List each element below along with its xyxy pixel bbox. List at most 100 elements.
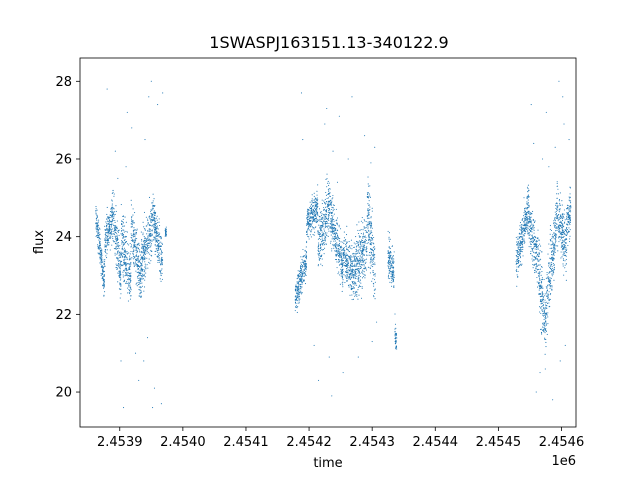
data-point [161, 268, 163, 270]
data-point [368, 185, 370, 187]
data-point [355, 294, 357, 296]
data-point [363, 265, 365, 267]
data-point-outlier [328, 356, 330, 358]
data-point [304, 250, 306, 252]
data-point [332, 194, 334, 197]
data-point [371, 210, 373, 212]
data-point [346, 263, 348, 265]
data-point [152, 214, 154, 216]
data-point [548, 291, 550, 293]
data-point [119, 266, 121, 268]
data-point [319, 233, 322, 235]
data-point [357, 241, 359, 243]
data-point [339, 247, 341, 249]
data-point [541, 294, 543, 296]
data-point [522, 255, 524, 257]
data-point [103, 270, 105, 272]
data-point [366, 193, 369, 196]
data-point [520, 229, 522, 231]
data-point [363, 226, 365, 228]
data-point [307, 227, 309, 229]
data-point [313, 213, 315, 215]
data-point [156, 234, 159, 236]
data-point [365, 237, 367, 239]
data-point [348, 273, 350, 275]
data-point [530, 238, 532, 240]
data-point [374, 289, 376, 291]
data-point [155, 235, 157, 238]
data-point [535, 247, 538, 249]
data-point [368, 214, 370, 216]
data-point [531, 247, 533, 249]
data-point [550, 244, 552, 246]
data-point [555, 239, 557, 241]
data-point [563, 231, 566, 233]
data-point [330, 240, 332, 242]
data-point [131, 221, 133, 223]
data-point [138, 260, 140, 262]
data-point [309, 201, 311, 203]
data-point [130, 258, 132, 260]
data-point [392, 278, 394, 280]
data-point [107, 238, 109, 240]
data-point [518, 254, 521, 256]
data-point [372, 266, 374, 268]
data-point [141, 252, 143, 254]
data-point [126, 231, 128, 233]
data-point [137, 280, 139, 282]
data-point [145, 272, 147, 274]
data-point [125, 274, 127, 276]
data-point [562, 241, 564, 243]
data-point [546, 294, 548, 296]
data-point [310, 207, 312, 209]
data-point [526, 211, 528, 214]
data-point [321, 221, 323, 223]
data-point [322, 222, 324, 224]
data-point [533, 225, 535, 227]
data-point [370, 221, 372, 223]
data-point [556, 197, 558, 199]
data-point [119, 264, 121, 266]
data-point [305, 274, 307, 276]
data-point [121, 255, 123, 257]
data-point [549, 305, 551, 308]
data-point [337, 244, 339, 246]
data-point-outlier [535, 391, 537, 393]
data-point [540, 286, 543, 289]
data-point [150, 243, 152, 245]
data-point [535, 245, 537, 247]
data-point [366, 225, 368, 227]
data-point [544, 302, 546, 304]
data-point [165, 226, 167, 228]
data-point [149, 216, 151, 218]
data-point [355, 249, 357, 251]
data-point [119, 282, 121, 284]
data-point [295, 306, 297, 309]
data-point [119, 279, 121, 281]
data-point [545, 338, 547, 341]
data-point [159, 259, 161, 261]
data-point [523, 242, 525, 244]
data-point [332, 238, 334, 240]
data-point [299, 275, 301, 278]
data-point [349, 255, 351, 257]
data-point [120, 261, 122, 263]
data-point [363, 249, 365, 251]
data-point [325, 209, 327, 211]
data-point [142, 269, 144, 271]
data-point [356, 263, 358, 265]
x-axis-label: time [313, 456, 342, 471]
data-point [320, 214, 323, 217]
data-point [100, 260, 102, 262]
data-point [306, 229, 309, 231]
data-point [359, 259, 361, 261]
data-point [301, 277, 303, 279]
data-point [360, 267, 362, 270]
data-point [528, 212, 530, 214]
data-point [526, 212, 528, 214]
data-point [120, 276, 122, 278]
data-point [134, 249, 136, 251]
data-point [346, 242, 348, 245]
data-point [531, 254, 533, 256]
data-point [110, 233, 112, 235]
